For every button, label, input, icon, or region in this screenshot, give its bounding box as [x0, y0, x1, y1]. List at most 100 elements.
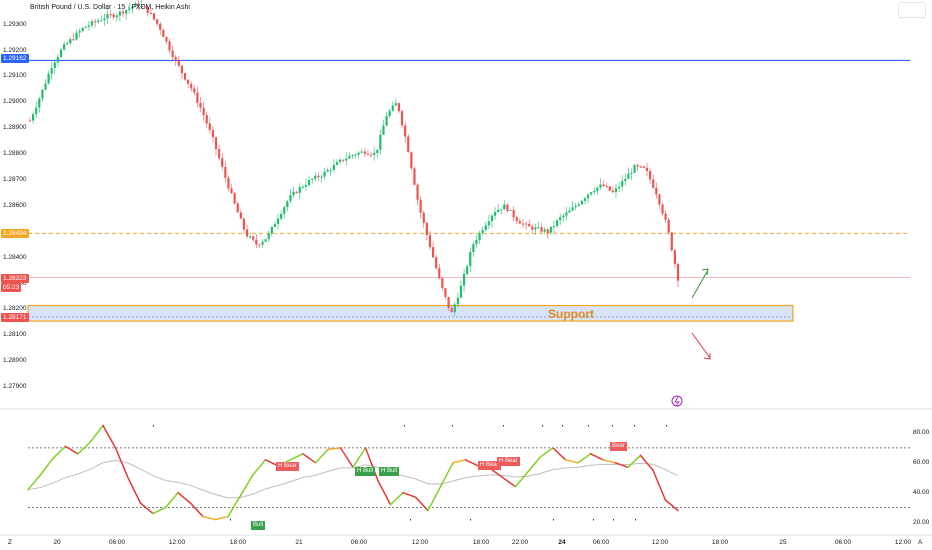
candle-body: [53, 62, 56, 69]
signal-label-bear: Bear: [610, 442, 627, 451]
candle: [599, 178, 602, 191]
candle: [586, 193, 590, 203]
candle-body: [146, 7, 149, 14]
candle: [565, 207, 568, 221]
candle-body: [500, 209, 503, 211]
candle: [462, 268, 466, 292]
candle: [348, 152, 351, 159]
chart-menu-button[interactable]: [898, 2, 926, 18]
candle: [524, 221, 528, 230]
candle-body: [140, 5, 143, 7]
signal-label-bull: H Bull: [379, 467, 400, 476]
candle-body: [301, 186, 304, 188]
candle-body: [69, 39, 72, 44]
candle: [360, 148, 363, 154]
candle: [571, 200, 574, 212]
price-tick-label: 1.29000: [3, 98, 27, 106]
candle: [605, 182, 608, 188]
candle-body: [568, 210, 571, 213]
candle: [549, 226, 552, 235]
support-label: Support: [548, 307, 594, 321]
price-tick-label: 1.28600: [3, 201, 27, 209]
candle-body: [125, 9, 128, 14]
candle-body: [388, 110, 391, 116]
candle-body: [385, 115, 388, 126]
price-tick-label: 1.29300: [3, 20, 27, 28]
candle-body: [75, 32, 78, 40]
candle: [125, 9, 128, 20]
candle-body: [63, 44, 66, 50]
price-tick-label: 1.27900: [3, 383, 27, 391]
osc-dot-marker: [593, 519, 594, 521]
candle-body: [190, 83, 193, 89]
time-tick-label: 12:00: [894, 539, 912, 546]
candle-body: [295, 191, 298, 193]
candle-body: [149, 13, 153, 15]
candle: [661, 202, 664, 217]
candle: [242, 217, 246, 234]
up-arrow: [691, 269, 709, 299]
candle: [652, 174, 655, 189]
candle-body: [562, 215, 565, 218]
candle-body: [242, 218, 246, 230]
candle: [435, 254, 438, 270]
candle-body: [645, 167, 649, 172]
candle: [410, 151, 413, 171]
candle: [41, 89, 44, 102]
candle-body: [38, 98, 41, 108]
candle-body: [369, 154, 373, 156]
candle: [63, 41, 66, 52]
candle-body: [332, 164, 335, 170]
candle-body: [78, 31, 81, 33]
osc-tick-label: 80.00: [913, 428, 930, 436]
candle: [205, 111, 208, 128]
candle-body: [382, 125, 385, 135]
candle-body: [497, 209, 500, 212]
osc-dot-marker: [588, 425, 589, 427]
osc-dot-marker: [452, 425, 453, 427]
candle: [357, 151, 360, 159]
candle: [404, 121, 407, 143]
candle: [422, 210, 425, 228]
osc-segment: [627, 454, 642, 469]
candle-body: [453, 304, 456, 313]
candle: [614, 183, 618, 198]
osc-segment: [364, 447, 379, 482]
candle: [503, 200, 506, 210]
candle-body: [267, 233, 270, 240]
candle: [670, 231, 673, 252]
candle: [301, 184, 304, 190]
candle: [497, 204, 500, 213]
candle: [354, 153, 357, 159]
candle: [602, 180, 605, 187]
price-countdown: 05:23: [1, 283, 22, 292]
candle: [109, 10, 112, 19]
candle-body: [515, 217, 518, 222]
auto-scale-button[interactable]: A: [918, 539, 923, 546]
osc-segment: [564, 459, 579, 464]
candle-body: [66, 43, 69, 45]
timezone-corner[interactable]: Z: [8, 539, 12, 546]
candle: [369, 152, 373, 158]
candle: [388, 108, 391, 118]
candle: [304, 179, 308, 191]
osc-segment: [527, 456, 542, 473]
candle: [196, 86, 199, 108]
candle: [326, 167, 329, 173]
time-tick-label: 18:00: [472, 539, 490, 546]
candle: [317, 172, 320, 181]
candle-body: [311, 178, 314, 180]
candle: [642, 165, 645, 169]
candle: [645, 162, 649, 177]
candle: [453, 301, 456, 316]
candle: [621, 175, 624, 192]
candle-body: [264, 239, 267, 242]
candle: [351, 154, 354, 159]
time-tick-label: 12:00: [168, 539, 186, 546]
candle-body: [577, 204, 580, 206]
candle-body: [444, 288, 447, 297]
candle-body: [314, 175, 317, 179]
candle-body: [552, 225, 556, 227]
